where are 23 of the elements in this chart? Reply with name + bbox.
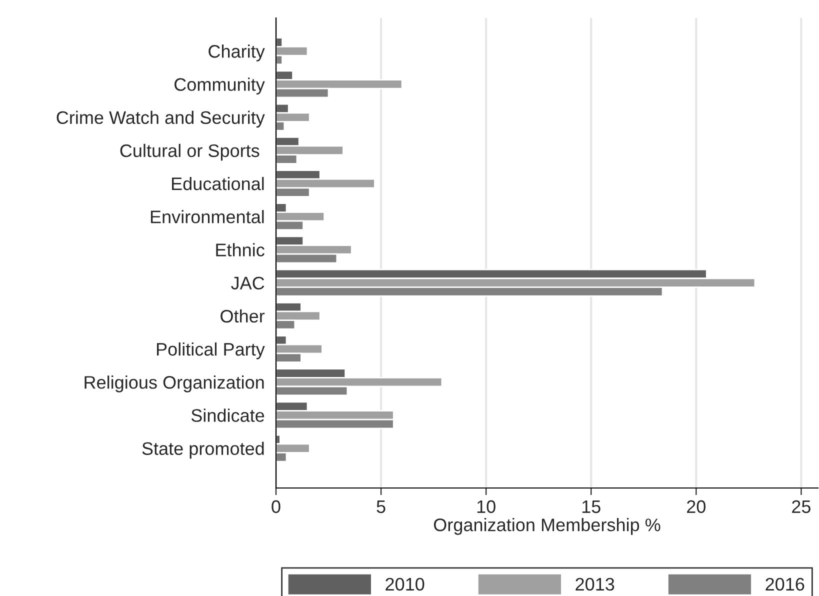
y-tick-label: Political Party bbox=[157, 342, 265, 360]
x-tick-label: 25 bbox=[792, 500, 810, 514]
x-tick-label: 20 bbox=[687, 500, 706, 514]
y-tick-label: Environmental bbox=[150, 210, 264, 224]
x-tick-label: 15 bbox=[582, 500, 600, 514]
legend-label: 2013 bbox=[576, 578, 614, 591]
y-tick-label: State promoted bbox=[142, 442, 264, 459]
legend-label: 2016 bbox=[766, 578, 804, 591]
y-tick-label: Charity bbox=[208, 44, 265, 62]
y-tick-label: Community bbox=[174, 78, 265, 94]
y-tick-label: Educational bbox=[172, 176, 264, 190]
x-tick-label: 5 bbox=[376, 500, 386, 514]
legend-label: 2010 bbox=[386, 578, 424, 591]
x-tick-label: 10 bbox=[477, 500, 496, 514]
y-tick-label: Sindicate bbox=[191, 408, 264, 422]
y-tick-label: JAC bbox=[231, 276, 264, 290]
y-tick-label: Ethnic bbox=[216, 243, 264, 256]
y-tick-label: Other bbox=[220, 309, 265, 323]
y-tick-label: Religious Organization bbox=[84, 376, 264, 392]
x-axis-title: Organization Membership % bbox=[434, 518, 660, 535]
x-tick-label: 0 bbox=[272, 500, 280, 514]
y-tick-label: Cultural or Sports bbox=[120, 144, 260, 161]
y-tick-label: Crime Watch and Security bbox=[56, 110, 265, 128]
